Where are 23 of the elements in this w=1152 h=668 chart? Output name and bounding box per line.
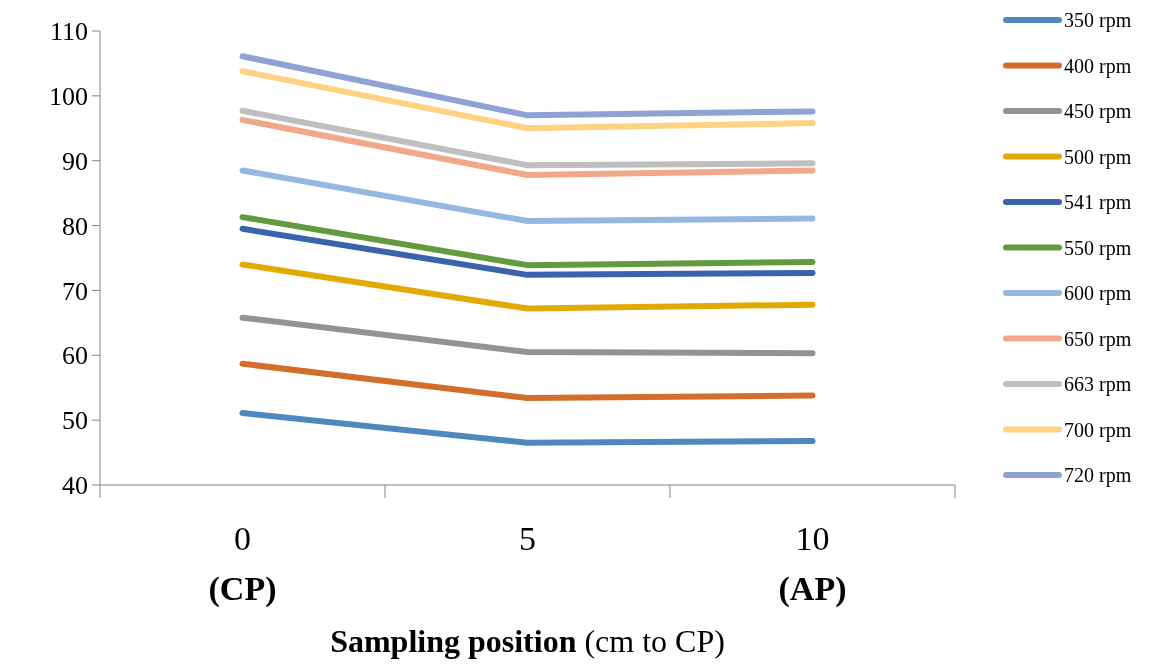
legend-label: 550 rpm <box>1064 236 1132 260</box>
legend-label: 663 rpm <box>1064 373 1132 396</box>
legend-label: 450 rpm <box>1064 100 1132 123</box>
legend-label: 650 rpm <box>1064 327 1132 351</box>
legend-label: 400 rpm <box>1064 54 1132 78</box>
legend-label: 350 rpm <box>1064 9 1132 32</box>
legend-label: 600 rpm <box>1064 282 1132 305</box>
y-tick-label: 70 <box>62 276 88 306</box>
y-tick-label: 90 <box>62 146 88 176</box>
y-tick-label: 60 <box>62 341 88 371</box>
y-tick-label: 50 <box>62 406 88 436</box>
legend-label: 500 rpm <box>1064 145 1132 169</box>
legend-label: 720 rpm <box>1064 464 1132 487</box>
legend-label: 700 rpm <box>1064 418 1132 442</box>
y-tick-label: 80 <box>62 211 88 241</box>
x-tick-label: 10 (AP) <box>778 520 847 608</box>
x-tick-label: 5 <box>519 520 536 557</box>
y-tick-label: 40 <box>62 471 88 501</box>
y-tick-label: 100 <box>49 81 88 111</box>
legend-label: 541 rpm <box>1064 191 1132 214</box>
x-axis-title: Sampling position (cm to CP) <box>330 623 725 659</box>
y-tick-label: 110 <box>49 17 88 47</box>
x-tick-label: 0 (CP) <box>208 520 277 608</box>
